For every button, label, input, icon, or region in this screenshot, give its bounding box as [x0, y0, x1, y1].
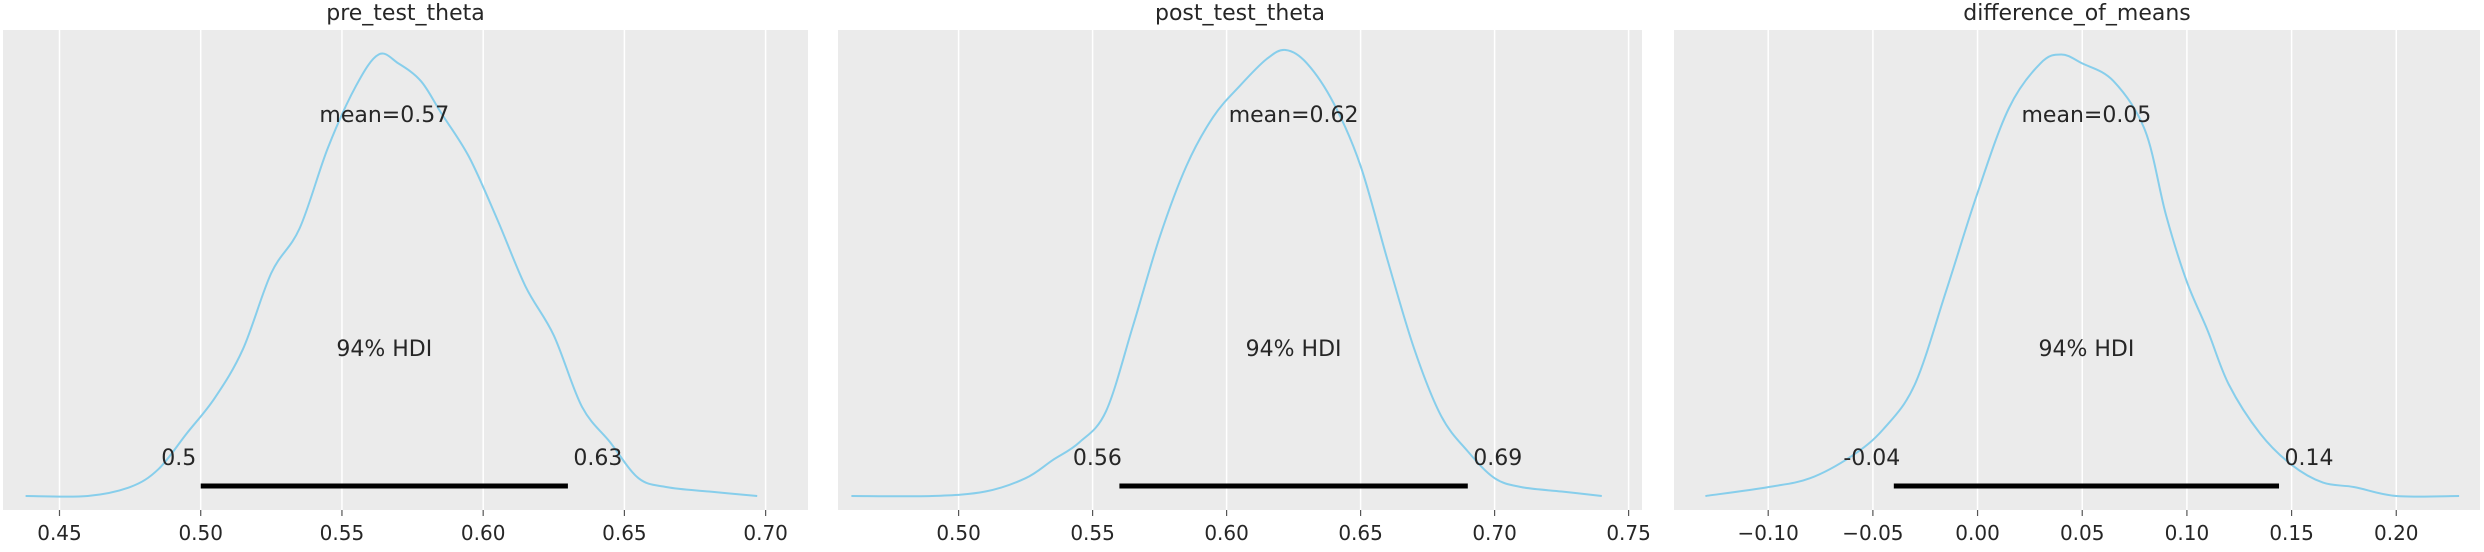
chart-title: pre_test_theta: [326, 1, 485, 26]
plot-background: [1674, 30, 2480, 510]
hdi-label: 94% HDI: [336, 337, 432, 362]
mean-label: mean=0.05: [2022, 103, 2152, 128]
x-tick-label: 0.10: [2165, 521, 2210, 545]
x-tick-label: −0.05: [1842, 521, 1903, 545]
x-tick-label: 0.70: [1472, 521, 1517, 545]
x-tick-label: 0.65: [1338, 521, 1383, 545]
chart-title: post_test_theta: [1155, 1, 1325, 26]
density-curve: [851, 48, 1602, 498]
x-tick-label: 0.50: [178, 521, 223, 545]
mean-label: mean=0.62: [1229, 103, 1359, 128]
plot-background: [838, 30, 1642, 510]
mean-label: mean=0.57: [319, 103, 449, 128]
chart-panel-1: 0.45 0.50 0.55 0.60 0.65 0.70 pre_test_thetame…: [3, 1, 808, 545]
x-tick-label: 0.55: [320, 521, 365, 545]
density-curve: [25, 52, 758, 498]
hdi-label: 94% HDI: [1246, 337, 1342, 362]
plot-background: [3, 30, 808, 510]
chart-panel-3: −0.10 −0.05 0.00 0.05 0.10 0.15 0.20 difference…: [1674, 1, 2480, 545]
x-tick-label: 0.15: [2269, 521, 2314, 545]
x-tick-label: 0.05: [2060, 521, 2105, 545]
x-tick-label: 0.60: [1204, 521, 1249, 545]
hdi-high-label: 0.14: [2285, 446, 2334, 471]
hdi-low-label: -0.04: [1843, 446, 1900, 471]
chart-panel-2: 0.50 0.55 0.60 0.65 0.70 0.75 post_test_thetam…: [838, 1, 1651, 545]
x-tick-label: 0.70: [743, 521, 788, 545]
x-tick-label: −0.10: [1738, 521, 1799, 545]
x-tick-label: 0.50: [936, 521, 981, 545]
x-tick-label: 0.75: [1606, 521, 1651, 545]
x-tick-label: 0.65: [602, 521, 647, 545]
density-curve: [1705, 53, 2460, 498]
x-tick-label: 0.20: [2374, 521, 2419, 545]
hdi-low-label: 0.56: [1073, 446, 1122, 471]
hdi-low-label: 0.5: [161, 446, 196, 471]
hdi-high-label: 0.69: [1473, 446, 1522, 471]
chart-title: difference_of_means: [1963, 1, 2191, 26]
hdi-label: 94% HDI: [2038, 337, 2134, 362]
x-tick-label: 0.45: [37, 521, 82, 545]
x-tick-label: 0.60: [461, 521, 506, 545]
x-tick-label: 0.55: [1070, 521, 1115, 545]
x-tick-label: 0.00: [1955, 521, 2000, 545]
hdi-high-label: 0.63: [573, 446, 622, 471]
